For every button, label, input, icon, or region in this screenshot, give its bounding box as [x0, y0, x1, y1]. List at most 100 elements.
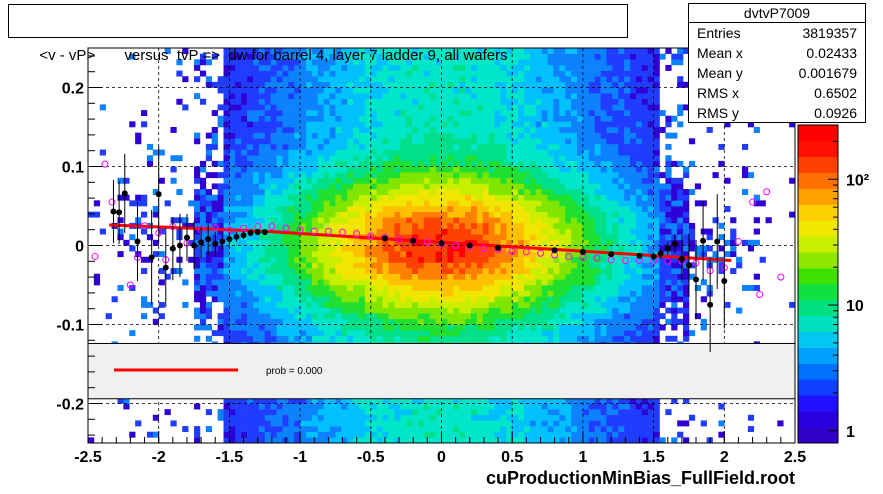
heatmap-cell: [247, 330, 254, 337]
heatmap-cell: [612, 262, 619, 269]
heatmap-cell: [300, 149, 307, 156]
heatmap-cell: [406, 138, 413, 145]
heatmap-cell: [577, 437, 584, 444]
heatmap-cell: [529, 397, 537, 404]
heatmap-cell: [359, 189, 366, 196]
heatmap-cell: [270, 262, 277, 269]
heatmap-cell: [447, 194, 454, 201]
heatmap-cell: [470, 251, 478, 258]
heatmap-cell: [423, 420, 431, 427]
heatmap-cell: [229, 228, 236, 235]
heatmap-cell: [500, 313, 507, 320]
heatmap-cell: [364, 431, 372, 438]
heatmap-cell: [300, 318, 307, 325]
heatmap-cell: [370, 70, 377, 77]
heatmap-cell: [282, 420, 289, 427]
heatmap-cell: [406, 228, 413, 235]
heatmap-cell: [317, 64, 324, 71]
heatmap-cell: [264, 104, 271, 111]
heatmap-cell: [370, 437, 377, 444]
heatmap-cell: [447, 262, 454, 269]
heatmap-cell: [594, 115, 601, 122]
heatmap-cell: [264, 318, 271, 325]
heatmap-cell: [476, 172, 484, 179]
heatmap-cell: [447, 279, 454, 286]
heatmap-cell: [600, 70, 607, 77]
heatmap-cell: [376, 251, 383, 258]
heatmap-cell: [359, 143, 366, 150]
heatmap-cell: [359, 222, 366, 229]
heatmap-cell: [205, 132, 213, 139]
heatmap-cell: [329, 403, 336, 410]
heatmap-cell: [582, 307, 590, 314]
heatmap-cell: [353, 138, 360, 145]
heatmap-cell: [429, 268, 436, 275]
heatmap-cell: [300, 296, 307, 303]
heatmap-cell: [600, 420, 607, 427]
heatmap-cell: [305, 217, 313, 224]
heatmap-cell: [470, 279, 478, 286]
heatmap-cell: [341, 149, 348, 156]
heatmap-cell: [252, 121, 260, 128]
heatmap-cell: [364, 166, 372, 173]
heatmap-cell: [400, 98, 407, 105]
heatmap-cell: [235, 132, 242, 139]
heatmap-cell: [223, 104, 230, 111]
heatmap-cell: [317, 256, 324, 263]
heatmap-cell: [565, 268, 572, 275]
heatmap-cell: [382, 155, 389, 162]
heatmap-cell: [323, 414, 330, 421]
heatmap-cell: [258, 177, 266, 184]
heatmap-cell: [247, 149, 254, 156]
heatmap-cell: [323, 307, 330, 314]
heatmap-cell: [459, 87, 466, 94]
heatmap-cell: [282, 431, 289, 438]
heatmap-cell: [606, 403, 613, 410]
heatmap-cell: [241, 273, 248, 280]
heatmap-cell: [406, 330, 413, 337]
heatmap-cell: [423, 409, 431, 416]
heatmap-cell: [588, 414, 595, 421]
heatmap-cell: [194, 313, 201, 320]
heatmap-cell: [376, 403, 383, 410]
heatmap-cell: [441, 160, 448, 167]
heatmap-cell: [235, 53, 242, 60]
heatmap-cell: [364, 296, 372, 303]
heatmap-cell: [594, 285, 601, 291]
heatmap-cell: [347, 172, 354, 179]
heatmap-cell: [512, 110, 519, 117]
heatmap-cell: [217, 172, 224, 179]
heatmap-cell: [305, 206, 313, 212]
heatmap-cell: [435, 53, 442, 60]
heatmap-cell: [347, 160, 354, 167]
heatmap-cell: [523, 59, 531, 66]
heatmap-cell: [300, 426, 307, 433]
heatmap-cell: [288, 121, 295, 128]
heatmap-cell: [577, 222, 584, 229]
heatmap-cell: [394, 285, 401, 291]
heatmap-cell: [577, 98, 584, 105]
heatmap-cell: [559, 285, 566, 291]
heatmap-cell: [294, 217, 301, 224]
heatmap-cell: [506, 121, 513, 128]
heatmap-cell: [518, 189, 525, 196]
heatmap-cell: [288, 81, 295, 88]
heatmap-cell: [476, 64, 484, 71]
heatmap-cell: [241, 115, 248, 122]
heatmap-cell: [459, 403, 466, 410]
heatmap-cell: [359, 256, 366, 263]
heatmap-cell: [482, 409, 489, 416]
heatmap-cell: [412, 262, 419, 269]
heatmap-cell: [594, 409, 601, 416]
heatmap-cell: [571, 279, 578, 286]
heatmap-cell: [247, 397, 254, 404]
heatmap-cell: [300, 155, 307, 162]
heatmap-cell: [565, 273, 572, 280]
heatmap-cell: [329, 279, 336, 286]
heatmap-cell: [435, 211, 442, 218]
heatmap-cell: [459, 228, 466, 235]
heatmap-cell: [311, 104, 319, 111]
heatmap-cell: [400, 301, 407, 308]
heatmap-cell: [394, 166, 401, 173]
heatmap-cell: [211, 200, 218, 207]
